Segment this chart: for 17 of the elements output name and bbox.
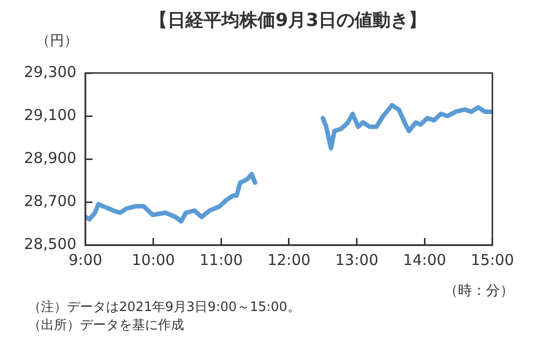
y-tick-label: 29,100 <box>24 106 76 124</box>
x-tick-label: 12:00 <box>267 250 311 269</box>
x-tick-label: 9:00 <box>68 250 102 269</box>
text: （注）データは2021年9月3日9:00～15:00。 <box>28 299 302 316</box>
text: （出所）データを基に作成 <box>28 317 185 334</box>
x-tick-label: 10:00 <box>132 250 175 269</box>
y-tick-label: 28,900 <box>24 148 76 167</box>
x-tick-label: 15:00 <box>470 250 514 269</box>
x-tick-label: 14:00 <box>402 250 446 269</box>
chart-title: 【日経平均株価9月3日の値動き】 <box>148 9 428 32</box>
y-tick-label: 29,300 <box>24 62 76 81</box>
x-tick-label: 11:00 <box>200 250 243 269</box>
x-tick-label: 13:00 <box>335 250 378 269</box>
y-tick-label: 28,700 <box>24 192 76 210</box>
y-axis-title: （円） <box>36 32 79 49</box>
x-axis-title: （時：分） <box>444 282 514 300</box>
y-tick-label: 28,500 <box>24 234 76 253</box>
